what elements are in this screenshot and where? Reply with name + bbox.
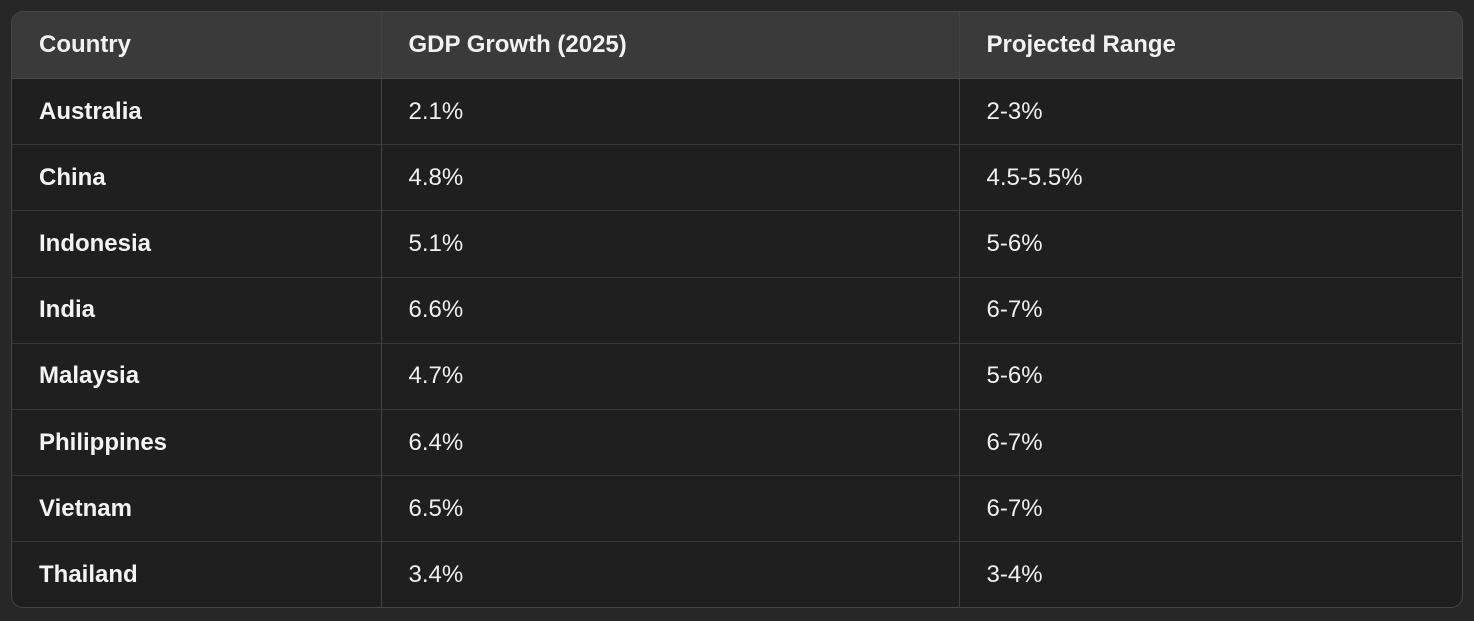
table-row: Australia 2.1% 2-3% [12, 78, 1462, 145]
cell-gdp-growth: 5.1% [380, 210, 959, 278]
cell-country: China [12, 144, 381, 211]
cell-country: Malaysia [12, 342, 381, 410]
cell-gdp-growth: 4.7% [380, 342, 959, 410]
column-header-country: Country [12, 12, 381, 79]
cell-projected-range: 2-3% [958, 78, 1462, 145]
cell-projected-range: 3-4% [958, 541, 1462, 607]
table-row: Vietnam 6.5% 6-7% [12, 475, 1462, 542]
table-row: Malaysia 4.7% 5-6% [12, 342, 1462, 410]
cell-gdp-growth: 4.8% [380, 144, 959, 211]
cell-country: Australia [12, 78, 381, 145]
table-row: Indonesia 5.1% 5-6% [12, 210, 1462, 278]
gdp-growth-table-container: Country GDP Growth (2025) Projected Rang… [11, 11, 1463, 608]
table-row: Philippines 6.4% 6-7% [12, 409, 1462, 476]
cell-gdp-growth: 6.4% [380, 409, 959, 476]
column-header-projected-range: Projected Range [958, 12, 1462, 79]
cell-gdp-growth: 3.4% [380, 541, 959, 607]
cell-projected-range: 6-7% [958, 276, 1462, 344]
cell-country: India [12, 276, 381, 344]
cell-country: Philippines [12, 409, 381, 476]
cell-country: Indonesia [12, 210, 381, 278]
table-row: Thailand 3.4% 3-4% [12, 541, 1462, 607]
cell-projected-range: 5-6% [958, 342, 1462, 410]
column-header-gdp-growth: GDP Growth (2025) [380, 12, 959, 79]
gdp-growth-table: Country GDP Growth (2025) Projected Rang… [12, 12, 1462, 607]
cell-country: Vietnam [12, 475, 381, 542]
table-row: India 6.6% 6-7% [12, 276, 1462, 344]
cell-projected-range: 5-6% [958, 210, 1462, 278]
cell-gdp-growth: 6.5% [380, 475, 959, 542]
cell-country: Thailand [12, 541, 381, 607]
cell-gdp-growth: 2.1% [380, 78, 959, 145]
table-row: China 4.8% 4.5-5.5% [12, 144, 1462, 211]
cell-gdp-growth: 6.6% [380, 276, 959, 344]
cell-projected-range: 4.5-5.5% [958, 144, 1462, 211]
table-header-row: Country GDP Growth (2025) Projected Rang… [12, 12, 1462, 79]
cell-projected-range: 6-7% [958, 475, 1462, 542]
cell-projected-range: 6-7% [958, 409, 1462, 476]
